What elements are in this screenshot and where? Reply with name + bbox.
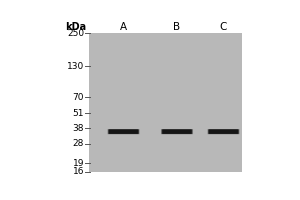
FancyBboxPatch shape	[161, 129, 193, 134]
FancyBboxPatch shape	[108, 129, 139, 134]
FancyBboxPatch shape	[162, 130, 192, 134]
Text: 16: 16	[73, 167, 84, 176]
Text: B: B	[173, 22, 181, 32]
FancyBboxPatch shape	[208, 129, 239, 134]
Text: 250: 250	[67, 29, 84, 38]
Bar	[89, 33, 242, 172]
Text: 70: 70	[73, 93, 84, 102]
FancyBboxPatch shape	[107, 129, 140, 134]
FancyBboxPatch shape	[109, 130, 138, 134]
Text: 130: 130	[67, 62, 84, 71]
Text: 51: 51	[73, 109, 84, 118]
Text: 28: 28	[73, 139, 84, 148]
Text: kDa: kDa	[65, 22, 86, 32]
Text: C: C	[220, 22, 227, 32]
Text: 38: 38	[73, 124, 84, 133]
Text: 19: 19	[73, 159, 84, 168]
FancyBboxPatch shape	[162, 129, 192, 134]
FancyBboxPatch shape	[208, 129, 239, 134]
FancyBboxPatch shape	[209, 130, 238, 134]
Text: A: A	[120, 22, 127, 32]
